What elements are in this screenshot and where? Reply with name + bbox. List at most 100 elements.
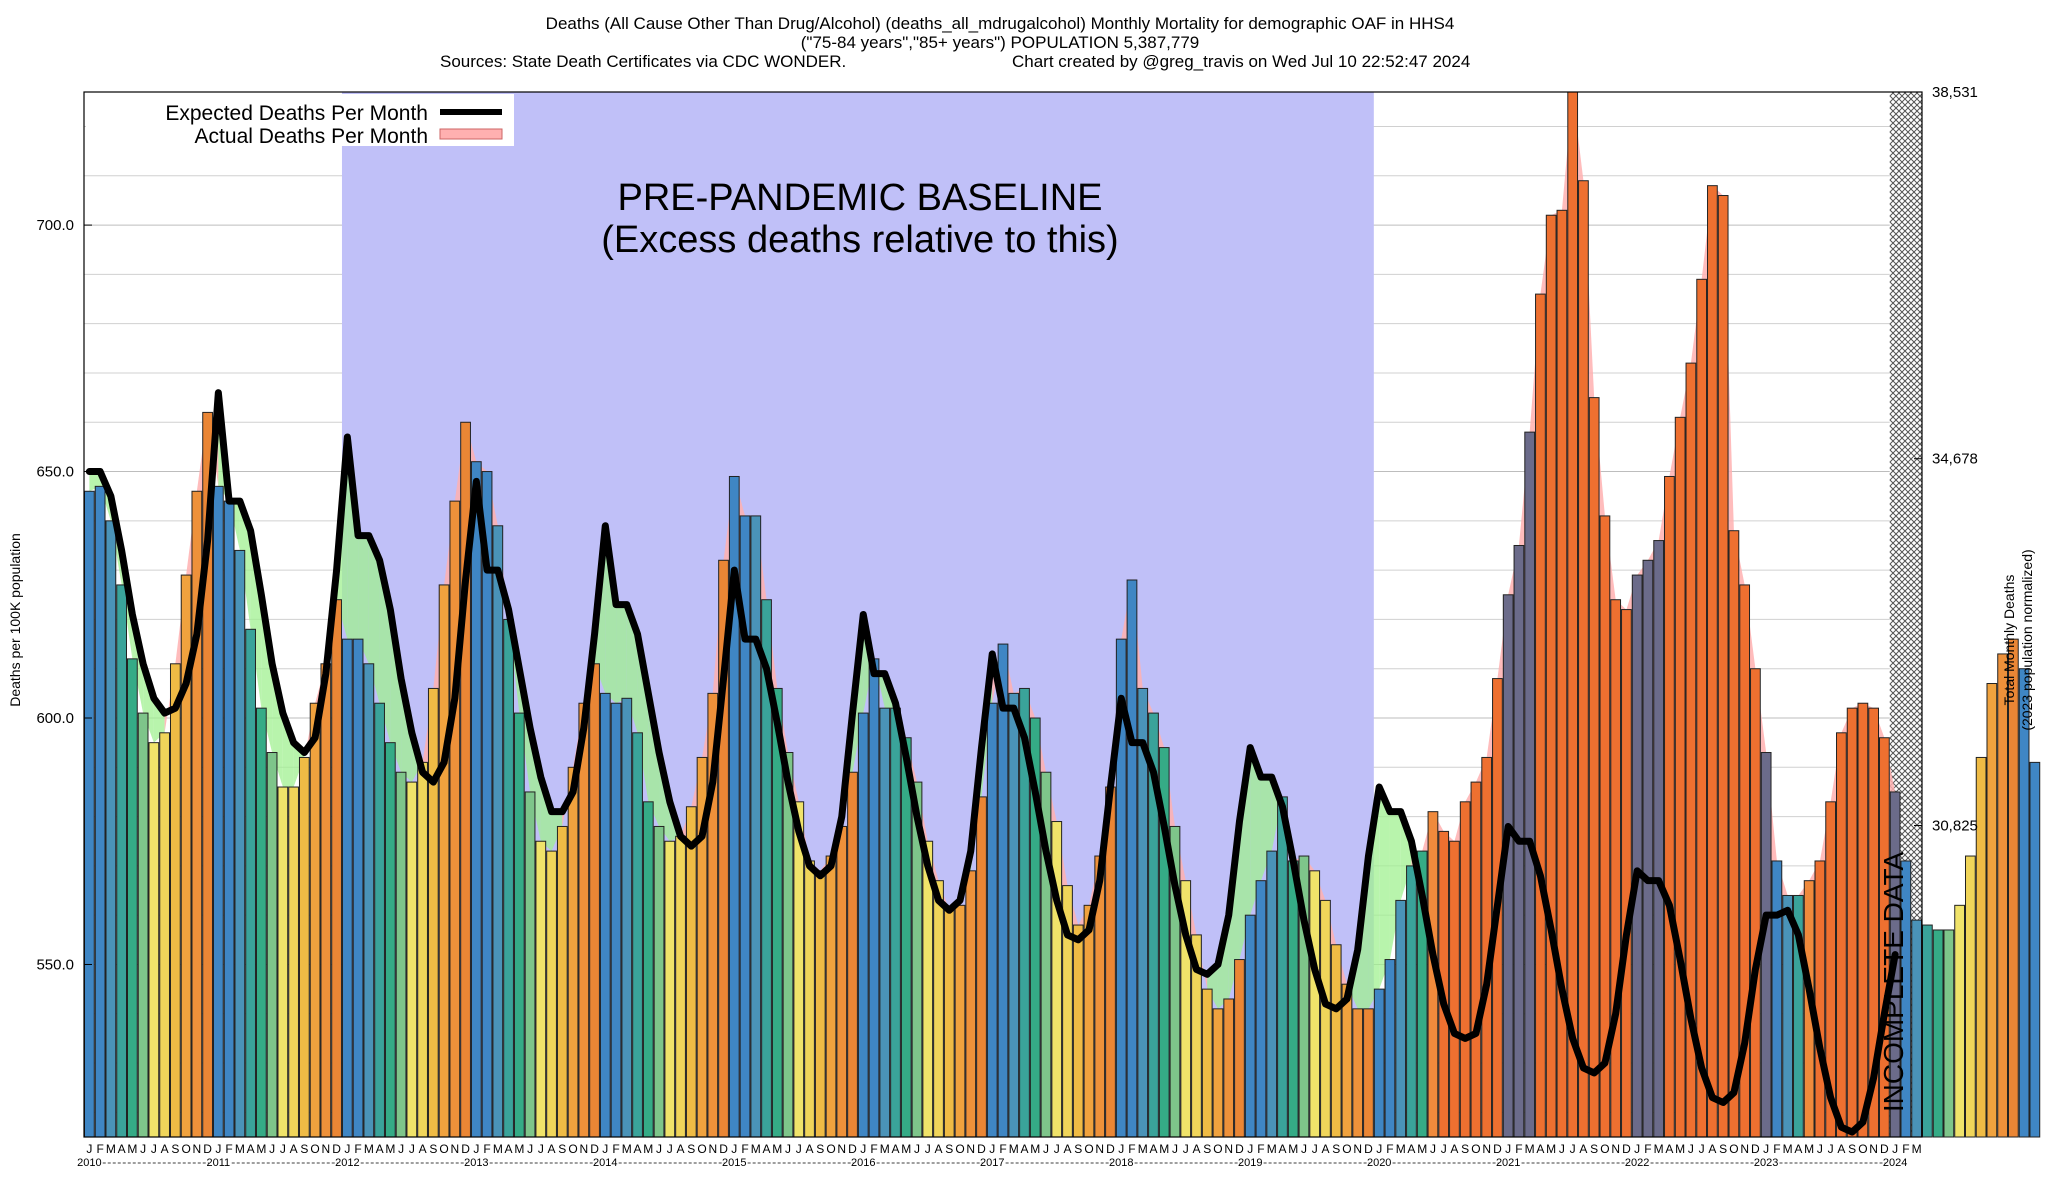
incomplete-data-label: INCOMPLETE DATA — [1878, 852, 1909, 1113]
actual-bar — [1266, 850, 1278, 1138]
x-month-label: J — [527, 1142, 533, 1156]
x-month-label: D — [1364, 1142, 1373, 1156]
x-month-label: S — [1203, 1142, 1211, 1156]
x-month-label: S — [1332, 1142, 1340, 1156]
x-month-label: A — [1278, 1142, 1286, 1156]
x-month-label: J — [1828, 1142, 1834, 1156]
actual-bar — [1083, 904, 1095, 1138]
x-month-label: J — [1054, 1142, 1060, 1156]
x-month-label: J — [409, 1142, 415, 1156]
x-month-label: F — [612, 1142, 619, 1156]
x-month-label: D — [719, 1142, 728, 1156]
actual-bar — [352, 638, 364, 1138]
x-month-label: A — [1536, 1142, 1544, 1156]
x-month-label: A — [1665, 1142, 1673, 1156]
y-tick-label-right: 30,825 — [1932, 817, 1978, 834]
x-month-label: J — [1763, 1142, 1769, 1156]
actual-bar — [1255, 880, 1267, 1138]
actual-bar — [245, 628, 256, 1138]
x-month-label: A — [1192, 1142, 1200, 1156]
actual-bar — [2029, 761, 2041, 1138]
actual-bar — [1287, 860, 1299, 1138]
x-month-label: F — [354, 1142, 361, 1156]
difference-segment — [250, 530, 262, 709]
x-month-label: O — [310, 1142, 319, 1156]
actual-bar — [685, 806, 697, 1138]
x-year-label: 2023 — [1754, 1157, 1778, 1169]
x-month-label: M — [106, 1142, 116, 1156]
actual-bar — [1277, 796, 1288, 1138]
x-month-label: J — [473, 1142, 479, 1156]
actual-bar — [804, 860, 815, 1138]
x-month-label: S — [1719, 1142, 1727, 1156]
actual-bar — [1588, 397, 1600, 1138]
x-month-label: F — [1128, 1142, 1135, 1156]
x-month-label: J — [344, 1142, 350, 1156]
x-month-label: N — [1095, 1142, 1104, 1156]
x-year-label: 2017 — [980, 1157, 1004, 1169]
x-year-label: 2018 — [1109, 1157, 1133, 1169]
x-month-label: J — [1570, 1142, 1576, 1156]
actual-bars — [84, 91, 2041, 1138]
expected-line-group — [85, 389, 1899, 1136]
actual-bar — [1911, 919, 1923, 1138]
x-month-label: S — [1074, 1142, 1082, 1156]
actual-bar — [1535, 293, 1546, 1138]
x-month-label: D — [1235, 1142, 1244, 1156]
actual-bar — [1320, 899, 1331, 1138]
x-month-label: M — [772, 1142, 782, 1156]
x-month-label: J — [140, 1142, 146, 1156]
x-month-label: M — [1783, 1142, 1793, 1156]
x-month-label: M — [256, 1142, 266, 1156]
x-month-label: N — [193, 1142, 202, 1156]
x-month-label: M — [1675, 1142, 1685, 1156]
x-month-label: M — [880, 1142, 890, 1156]
y-axis-right-label-line1: Total Monthly Deaths — [2001, 575, 2017, 706]
actual-bar — [1664, 475, 1675, 1138]
actual-bar — [1750, 668, 1761, 1138]
actual-bar — [234, 549, 246, 1138]
actual-bar — [116, 584, 127, 1138]
x-month-label: F — [1515, 1142, 1522, 1156]
actual-bar — [1384, 959, 1396, 1138]
x-month-label: J — [602, 1142, 608, 1156]
actual-bar — [1696, 278, 1708, 1138]
y-axis-right-ticks: 30,825 34,678 38,531 — [1914, 84, 1978, 834]
x-month-label: J — [280, 1142, 286, 1156]
x-month-label: J — [1699, 1142, 1705, 1156]
actual-bar — [1728, 530, 1740, 1138]
actual-bar — [266, 752, 278, 1138]
actual-bar — [1986, 683, 1998, 1138]
x-month-label: D — [1493, 1142, 1502, 1156]
x-month-label: O — [1213, 1142, 1222, 1156]
difference-segment — [368, 535, 380, 704]
actual-bar — [212, 485, 224, 1138]
x-month-label: A — [376, 1142, 384, 1156]
x-month-label: D — [1622, 1142, 1631, 1156]
actual-bar — [503, 618, 514, 1138]
x-month-label: J — [1559, 1142, 1565, 1156]
x-month-label: A — [118, 1142, 126, 1156]
x-month-label: M — [1912, 1142, 1922, 1156]
actual-bar — [223, 500, 235, 1138]
actual-bar — [933, 880, 944, 1138]
actual-bar — [320, 663, 332, 1138]
x-month-label: J — [1172, 1142, 1178, 1156]
x-month-label: J — [1892, 1142, 1898, 1156]
actual-bar — [1449, 840, 1460, 1138]
x-month-label: J — [731, 1142, 737, 1156]
x-month-label: D — [461, 1142, 470, 1156]
x-month-label: M — [1417, 1142, 1427, 1156]
difference-segment — [282, 713, 294, 788]
actual-bar — [1567, 91, 1579, 1138]
actual-bar — [1642, 559, 1654, 1138]
x-month-label: M — [643, 1142, 653, 1156]
difference-segment — [1250, 747, 1261, 916]
x-month-label: J — [860, 1142, 866, 1156]
actual-bar — [1964, 855, 1976, 1138]
x-month-label: F — [1644, 1142, 1651, 1156]
x-year-label: 2022 — [1625, 1157, 1649, 1169]
x-month-label: A — [290, 1142, 298, 1156]
x-month-label: J — [1043, 1142, 1049, 1156]
actual-bar — [1610, 599, 1622, 1138]
